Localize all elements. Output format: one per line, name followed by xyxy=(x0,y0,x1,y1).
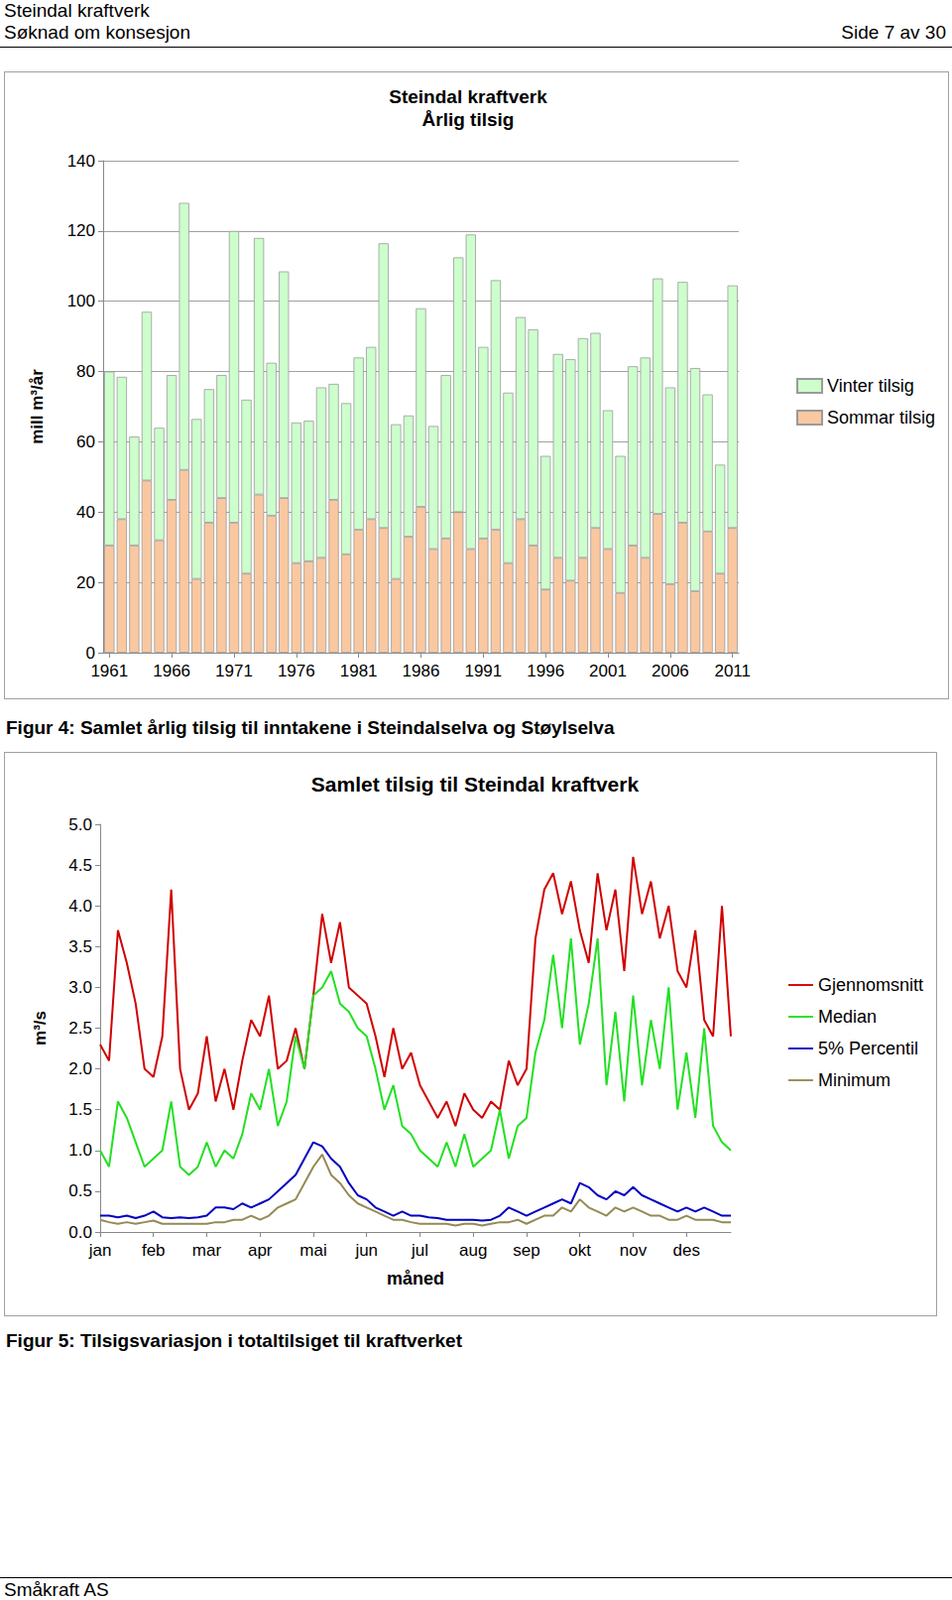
svg-text:Årlig tilsig: Årlig tilsig xyxy=(422,109,515,130)
html-text:Figur 5: Tilsigsvariasjon i to: Figur 5: Tilsigsvariasjon i totaltilsige… xyxy=(5,1329,463,1351)
html-text:Steindal kraftverk: Steindal kraftverk xyxy=(3,0,150,21)
svg-text:sep: sep xyxy=(512,1240,540,1260)
svg-text:5.0: 5.0 xyxy=(68,815,93,834)
html-text:Småkraft AS: Småkraft AS xyxy=(3,1578,109,1600)
svg-text:140: 140 xyxy=(67,151,96,171)
svg-text:aug: aug xyxy=(459,1240,487,1260)
svg-text:1.0: 1.0 xyxy=(68,1140,93,1160)
svg-text:0.0: 0.0 xyxy=(68,1222,93,1242)
svg-text:måned: måned xyxy=(386,1268,445,1289)
svg-text:apr: apr xyxy=(247,1240,273,1260)
svg-text:Vinter tilsig: Vinter tilsig xyxy=(827,375,915,396)
svg-text:feb: feb xyxy=(141,1240,166,1260)
svg-text:mar: mar xyxy=(192,1240,223,1260)
svg-text:Steindal kraftverk: Steindal kraftverk xyxy=(388,86,548,108)
svg-text:jan: jan xyxy=(88,1240,113,1260)
svg-text:Gjennomsnitt: Gjennomsnitt xyxy=(818,974,924,995)
html-text:Figur 4: Samlet årlig tilsig t: Figur 4: Samlet årlig tilsig til inntake… xyxy=(5,716,615,738)
svg-text:2001: 2001 xyxy=(589,661,627,681)
html-text:Side 7 av 30: Side 7 av 30 xyxy=(841,21,947,43)
svg-text:1981: 1981 xyxy=(340,661,378,681)
svg-text:1996: 1996 xyxy=(526,661,565,681)
svg-text:20: 20 xyxy=(76,573,96,593)
svg-text:okt: okt xyxy=(568,1240,592,1260)
svg-text:3.0: 3.0 xyxy=(68,977,93,997)
svg-text:60: 60 xyxy=(76,432,96,452)
svg-text:1.5: 1.5 xyxy=(68,1099,93,1119)
svg-text:mai: mai xyxy=(299,1240,327,1260)
svg-text:des: des xyxy=(673,1240,701,1260)
svg-text:Minimum: Minimum xyxy=(818,1070,891,1090)
svg-text:1976: 1976 xyxy=(277,661,316,681)
svg-text:2.0: 2.0 xyxy=(68,1059,93,1078)
svg-text:Median: Median xyxy=(818,1006,877,1027)
svg-text:120: 120 xyxy=(67,221,96,240)
html-text:Søknad om konsesjon: Søknad om konsesjon xyxy=(3,21,191,43)
svg-text:1991: 1991 xyxy=(464,661,502,681)
svg-text:Samlet tilsig til Steindal kra: Samlet tilsig til Steindal kraftverk xyxy=(311,772,640,796)
svg-text:jun: jun xyxy=(354,1240,378,1260)
svg-text:2011: 2011 xyxy=(714,661,751,681)
svg-text:1961: 1961 xyxy=(90,661,128,681)
svg-text:2.5: 2.5 xyxy=(68,1018,93,1038)
svg-text:5% Percentil: 5% Percentil xyxy=(818,1038,919,1059)
svg-text:3.5: 3.5 xyxy=(68,937,93,956)
svg-text:1971: 1971 xyxy=(215,661,253,681)
svg-text:m³/s: m³/s xyxy=(30,1010,50,1046)
svg-text:4.5: 4.5 xyxy=(68,855,93,875)
svg-text:jul: jul xyxy=(410,1240,429,1260)
svg-text:100: 100 xyxy=(67,291,96,311)
svg-text:4.0: 4.0 xyxy=(68,896,93,916)
svg-text:1986: 1986 xyxy=(402,661,441,681)
svg-text:0.5: 0.5 xyxy=(68,1181,93,1200)
svg-text:mill m³/år: mill m³/år xyxy=(27,368,47,445)
svg-text:1966: 1966 xyxy=(152,661,191,681)
svg-text:nov: nov xyxy=(619,1240,648,1260)
svg-text:2006: 2006 xyxy=(651,661,690,681)
svg-text:40: 40 xyxy=(76,502,96,522)
svg-text:0: 0 xyxy=(86,643,96,663)
svg-text:Sommar tilsig: Sommar tilsig xyxy=(827,407,936,428)
svg-text:80: 80 xyxy=(76,361,96,381)
